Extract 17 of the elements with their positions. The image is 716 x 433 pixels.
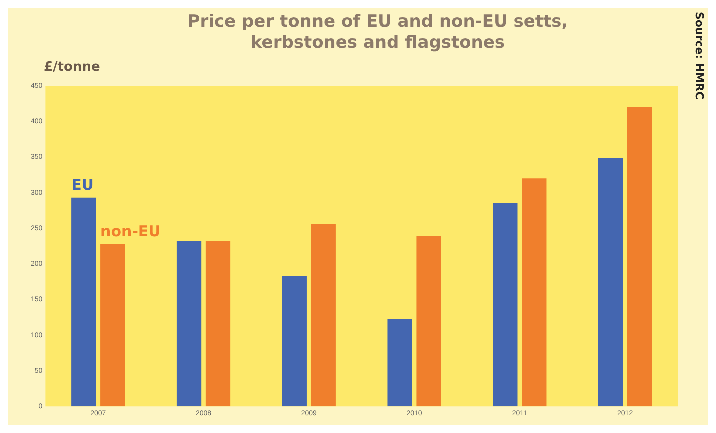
bar	[311, 224, 336, 407]
bar	[416, 236, 442, 407]
bar	[72, 198, 96, 407]
series-label: non-EU	[100, 222, 161, 241]
bar	[100, 244, 126, 407]
chart-title: Price per tonne of EU and non-EU setts, kerbstones and flagstones	[186, 12, 570, 54]
bar	[627, 107, 652, 407]
bar	[206, 241, 231, 407]
bar	[493, 204, 518, 407]
y-axis-title: £/tonne	[44, 60, 100, 75]
bar	[522, 178, 547, 407]
source-note: Source: HMRC	[693, 12, 706, 100]
bar	[598, 158, 624, 407]
bar	[176, 241, 202, 407]
bar	[388, 318, 412, 407]
series-label: EU	[72, 176, 94, 194]
bar	[282, 276, 307, 407]
